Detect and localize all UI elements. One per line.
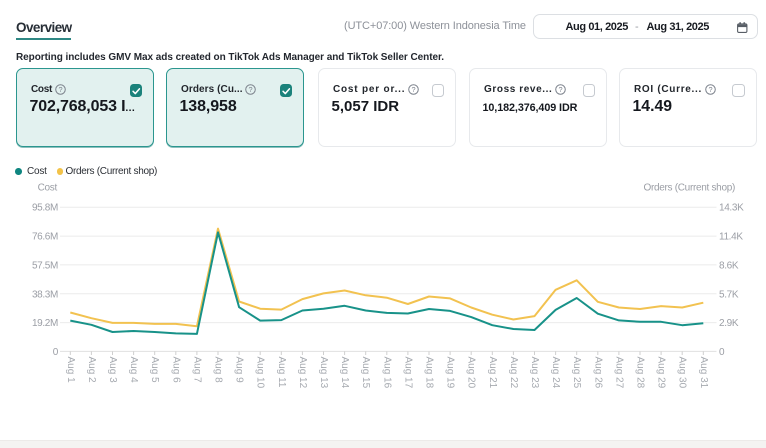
svg-text:Aug 1: Aug 1 bbox=[65, 357, 76, 384]
svg-text:Aug 29: Aug 29 bbox=[656, 357, 667, 389]
svg-text:8.6K: 8.6K bbox=[719, 260, 739, 271]
svg-text:Aug 10: Aug 10 bbox=[255, 357, 266, 389]
svg-text:?: ? bbox=[558, 85, 562, 94]
svg-text:Aug 25: Aug 25 bbox=[571, 357, 582, 389]
svg-text:Aug 9: Aug 9 bbox=[234, 357, 245, 384]
svg-text:Cost: Cost bbox=[38, 183, 58, 194]
svg-text:Aug 4: Aug 4 bbox=[128, 357, 139, 384]
svg-text:Aug 30: Aug 30 bbox=[677, 357, 688, 389]
svg-text:Aug 11: Aug 11 bbox=[276, 357, 287, 388]
svg-text:Aug 8: Aug 8 bbox=[213, 357, 224, 384]
svg-text:Aug 3: Aug 3 bbox=[107, 357, 118, 384]
svg-text:Aug 27: Aug 27 bbox=[613, 357, 624, 389]
svg-text:Aug 12: Aug 12 bbox=[297, 357, 308, 389]
svg-text:2.9K: 2.9K bbox=[719, 318, 739, 329]
svg-text:Aug 24: Aug 24 bbox=[550, 357, 561, 389]
svg-text:Aug 19: Aug 19 bbox=[445, 357, 456, 389]
svg-text:Aug 31: Aug 31 bbox=[698, 357, 709, 389]
svg-text:Orders (Current shop): Orders (Current shop) bbox=[643, 183, 735, 194]
svg-text:Aug 17: Aug 17 bbox=[402, 357, 413, 389]
svg-text:76.6M: 76.6M bbox=[32, 232, 58, 243]
svg-text:Aug 2: Aug 2 bbox=[86, 357, 97, 384]
svg-text:Aug 7: Aug 7 bbox=[191, 357, 202, 384]
svg-text:Aug 18: Aug 18 bbox=[424, 357, 435, 389]
svg-text:5.7K: 5.7K bbox=[719, 289, 739, 300]
svg-text:?: ? bbox=[708, 85, 712, 94]
svg-text:Aug 16: Aug 16 bbox=[381, 357, 392, 389]
svg-text:Aug 26: Aug 26 bbox=[592, 357, 603, 389]
svg-text:11.4K: 11.4K bbox=[719, 232, 743, 243]
svg-text:38.3M: 38.3M bbox=[32, 289, 58, 300]
svg-text:Aug 15: Aug 15 bbox=[360, 357, 371, 389]
svg-text:Aug 14: Aug 14 bbox=[339, 357, 350, 389]
svg-text:?: ? bbox=[411, 85, 415, 94]
svg-text:0: 0 bbox=[719, 347, 725, 358]
svg-text:Aug 28: Aug 28 bbox=[635, 357, 646, 389]
svg-text:95.8M: 95.8M bbox=[32, 203, 58, 214]
svg-text:Aug 13: Aug 13 bbox=[318, 357, 329, 389]
svg-text:?: ? bbox=[58, 85, 62, 94]
svg-text:Aug 20: Aug 20 bbox=[466, 357, 477, 389]
svg-text:Aug 6: Aug 6 bbox=[170, 357, 181, 384]
svg-text:Aug 5: Aug 5 bbox=[149, 357, 160, 384]
svg-text:57.5M: 57.5M bbox=[32, 260, 58, 271]
svg-text:?: ? bbox=[249, 85, 253, 94]
svg-text:0: 0 bbox=[53, 347, 59, 358]
svg-text:19.2M: 19.2M bbox=[32, 318, 58, 329]
svg-text:Aug 22: Aug 22 bbox=[508, 357, 519, 389]
svg-text:Aug 21: Aug 21 bbox=[487, 357, 498, 389]
svg-text:Aug 23: Aug 23 bbox=[529, 357, 540, 389]
svg-text:14.3K: 14.3K bbox=[719, 203, 744, 214]
